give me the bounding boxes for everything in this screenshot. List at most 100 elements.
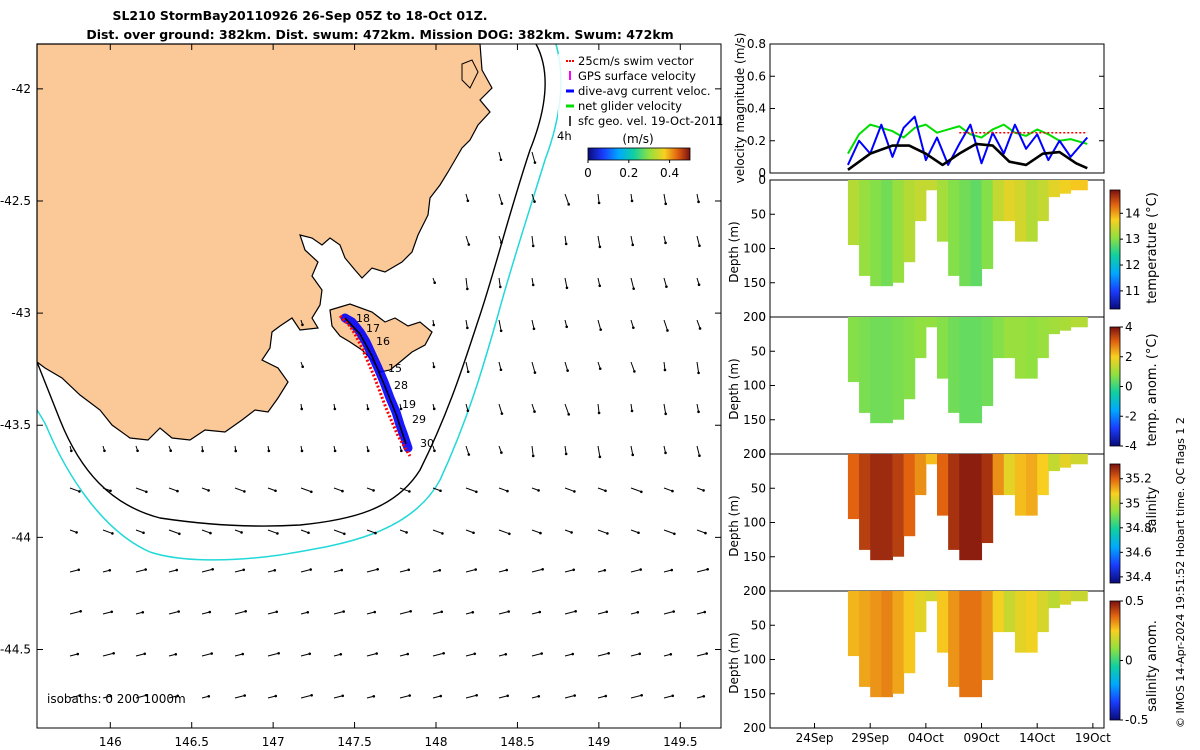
heatmap-cell — [925, 180, 938, 191]
heatmap-panel: Depth (m) temp. anom. (°C) 050100150200-… — [727, 310, 1160, 461]
sfc-arrow — [663, 695, 673, 699]
heatmap-cell — [1026, 591, 1038, 653]
sfc-arrow-head — [632, 326, 635, 329]
sfc-arrow-head — [110, 610, 114, 614]
sfc-arrow-head — [565, 325, 569, 329]
track-label: 30 — [420, 437, 434, 450]
sfc-arrow-head — [506, 694, 510, 698]
track-label: 19 — [402, 398, 416, 411]
sfc-arrow — [630, 277, 635, 289]
sfc-arrow-head — [664, 202, 667, 206]
heatmap-panel: Depth (m) salinity 0 50 100 150 200 34.4 34.6 3… — [727, 447, 1160, 598]
sfc-arrow-head — [663, 368, 667, 372]
sfc-arrow — [597, 277, 601, 286]
heatmap-cell — [870, 591, 882, 698]
sfc-arrow — [597, 652, 609, 657]
sfc-arrow — [267, 487, 276, 492]
sfc-arrow-head — [500, 241, 503, 244]
sfc-arrow — [201, 529, 211, 534]
sfc-arrow-head — [432, 323, 436, 327]
heatmap-cell — [847, 454, 860, 520]
sfc-arrow — [465, 277, 468, 289]
sfc-arrow — [663, 611, 674, 615]
heatmap-cell — [859, 591, 871, 687]
sfc-arrow — [498, 403, 503, 414]
colorbar-tick-label: 2 — [1125, 350, 1133, 364]
heatmap-panel: Depth (m) salinity anom. 0 50 100 150 200 -0.… — [727, 584, 1160, 735]
map-y-tick-label: -42.5 — [0, 194, 31, 208]
sfc-arrow — [168, 611, 179, 615]
sfc-arrow-head — [500, 451, 503, 454]
map-colorbar-tick-label: 0.2 — [619, 166, 638, 180]
sfc-arrow — [399, 487, 410, 492]
sfc-arrow — [300, 653, 310, 657]
sfc-arrow-head — [409, 609, 412, 613]
heatmap-cell — [847, 591, 860, 657]
sfc-arrow-head — [366, 449, 370, 453]
heatmap-ylabel: Depth (m) — [727, 358, 741, 419]
heatmap-cell — [903, 180, 916, 263]
sfc-arrow-head — [174, 652, 178, 656]
colorbar-gradient — [1109, 326, 1121, 447]
map-x-tick-label: 146.5 — [175, 735, 209, 749]
sfc-arrow-head — [466, 409, 470, 413]
sfc-arrow-head — [145, 490, 148, 494]
heatmap-panel: Depth (m) temperature (°C) 0 50 100 150 200 1… — [727, 173, 1160, 324]
sfc-arrow — [267, 611, 277, 615]
heatmap-cell — [914, 180, 927, 222]
sfc-arrow — [696, 653, 707, 657]
colorbar-label: temp. anom. (°C) — [1145, 333, 1160, 446]
colorbar-tick-label: 12 — [1125, 258, 1140, 272]
sfc-arrow — [564, 610, 576, 615]
heatmap-cell — [1037, 180, 1049, 222]
sfc-arrow — [498, 277, 501, 287]
sfc-arrow — [498, 569, 507, 573]
heatmap-cell — [1059, 454, 1072, 468]
sfc-arrow-head — [372, 489, 375, 492]
heatmap-cell — [881, 180, 893, 287]
sfc-arrow-head — [243, 694, 246, 697]
sfc-arrow-head — [599, 328, 602, 331]
sfc-arrow — [267, 695, 276, 699]
sfc-arrow — [300, 487, 312, 493]
sfc-arrow — [366, 653, 377, 657]
sfc-arrow-head — [408, 490, 411, 493]
sfc-arrow-head — [176, 489, 179, 493]
sfc-arrow-head — [631, 243, 635, 247]
sfc-arrow — [597, 529, 608, 534]
sfc-arrow — [630, 569, 641, 573]
sfc-arrow — [663, 319, 668, 331]
heatmap-cell — [892, 454, 905, 557]
sfc-arrow-head — [640, 693, 643, 697]
sfc-arrow-head — [698, 327, 702, 330]
sfc-arrow-head — [300, 407, 304, 411]
heatmap-cell — [937, 591, 949, 653]
sfc-arrow-head — [505, 568, 509, 572]
sfc-arrow-head — [475, 490, 478, 494]
sfc-arrow-head — [405, 531, 408, 534]
sfc-arrow — [234, 695, 245, 699]
sfc-arrow — [564, 235, 567, 244]
sfc-arrow — [201, 653, 212, 657]
heatmap-cell — [1014, 317, 1027, 379]
heatmap-cell — [937, 454, 949, 516]
colorbar-tick-label: 0 — [1125, 380, 1133, 394]
sfc-arrow-head — [664, 412, 667, 416]
map-colorbar-label: (m/s) — [622, 132, 653, 146]
sfc-arrow-head — [466, 326, 469, 330]
sfc-arrow-head — [666, 329, 669, 332]
sfc-arrow-head — [307, 531, 310, 535]
colorbar-gradient — [1109, 600, 1121, 721]
sfc-arrow-head — [633, 370, 636, 373]
velocity-line-net-glider-velocity — [847, 123, 1088, 155]
map-x-ticks: 146 146.5 147 147.5 148 148.5 149 149.5 — [99, 44, 697, 749]
sfc-arrow-head — [243, 490, 246, 493]
sfc-arrow-head — [533, 161, 537, 164]
sfc-arrow-head — [439, 694, 443, 698]
sfc-arrow-head — [664, 451, 667, 455]
map-colorbar: (m/s) 0 0.2 0.4 — [584, 132, 691, 180]
sfc-arrow-head — [537, 694, 541, 698]
sfc-arrow-head — [207, 694, 211, 698]
sfc-arrow-head — [538, 610, 542, 614]
heatmap-y-tick-label: 100 — [743, 242, 766, 256]
